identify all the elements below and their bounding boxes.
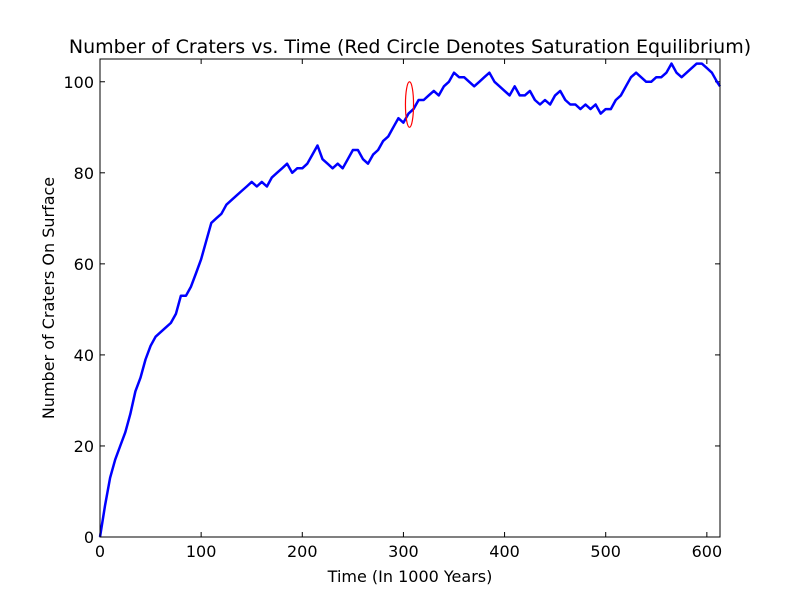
x-tick-label: 0 (95, 542, 105, 561)
saturation-equilibrium-circle (404, 81, 415, 128)
y-axis-label: Number of Craters On Surface (39, 177, 58, 419)
tick-labels: 0 100 200 300 400 500 600 0 20 40 60 80 100 (63, 73, 722, 561)
series-line-craters (98, 62, 722, 538)
y-tick-label: 40 (74, 346, 94, 365)
y-tick-label: 0 (84, 528, 94, 547)
chart-title: Number of Craters vs. Time (Red Circle D… (69, 36, 751, 58)
x-axis-label: Time (In 1000 Years) (327, 567, 493, 586)
x-tick-label: 100 (186, 542, 217, 561)
y-tick-label: 60 (74, 255, 94, 274)
plot-area (100, 59, 720, 537)
y-tick-label: 80 (74, 164, 94, 183)
plot-frame (99, 58, 721, 538)
x-tick-label: 200 (287, 542, 318, 561)
x-tick-label: 300 (388, 542, 419, 561)
x-tick-label: 400 (489, 542, 520, 561)
x-tick-label: 500 (590, 542, 621, 561)
y-tick-label: 100 (63, 73, 94, 92)
y-tick-label: 20 (74, 437, 94, 456)
x-tick-label: 600 (692, 542, 723, 561)
